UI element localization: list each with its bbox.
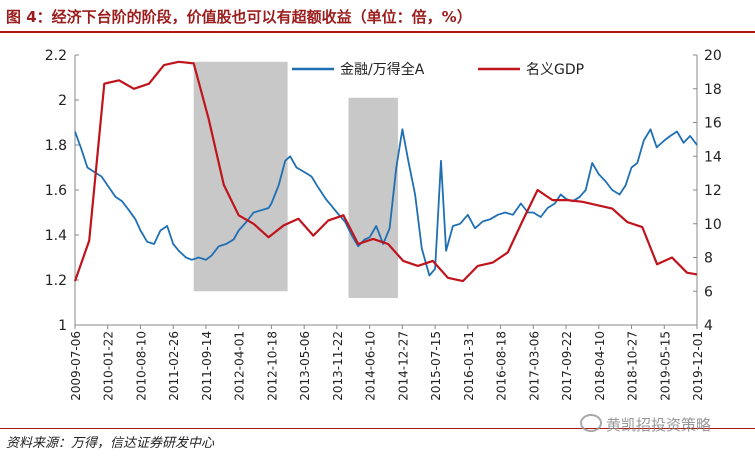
series-line-financial-ratio	[74, 128, 698, 277]
watermark: 黄凯招投资策略	[580, 414, 711, 435]
y-right-tick-label: 20	[704, 48, 722, 64]
x-tick-label: 2009-07-06	[69, 331, 83, 401]
x-tick-label: 2018-10-27	[626, 331, 640, 401]
x-tick-label: 2018-04-10	[593, 331, 607, 401]
y-right-tick-label: 18	[704, 82, 722, 98]
title-bar: 图 4：经济下台阶的阶段，价值股也可以有超额收益（单位：倍，%）	[0, 0, 755, 33]
y-left-tick-label: 1.4	[45, 228, 67, 244]
y-left-tick-label: 1.2	[45, 273, 67, 289]
y-right-tick-label: 14	[704, 149, 722, 165]
x-tick-label: 2010-01-22	[102, 331, 116, 401]
x-tick-label: 2011-09-14	[200, 331, 214, 401]
x-tick-label: 2010-08-10	[134, 331, 148, 401]
y-right-tick-label: 12	[704, 183, 722, 199]
y-right-tick-label: 10	[704, 217, 722, 233]
legend-label-1: 金融/万得全A	[340, 61, 425, 78]
watermark-text: 黄凯招投资策略	[606, 416, 712, 434]
x-tick-label: 2015-07-15	[429, 331, 443, 401]
y-left-tick-label: 2	[58, 93, 67, 109]
y-right-tick-label: 4	[704, 318, 713, 334]
y-left-tick-label: 1	[58, 318, 67, 334]
x-tick-label: 2017-03-06	[527, 331, 541, 401]
x-tick-label: 2016-08-18	[495, 331, 509, 401]
x-tick-label: 2019-12-01	[691, 331, 705, 401]
legend-label-2: 名义GDP	[526, 62, 584, 78]
series-line-gdp	[73, 60, 698, 283]
shaded-period-2	[348, 97, 398, 298]
y-left-tick-label: 1.6	[45, 183, 67, 199]
x-tick-label: 2011-02-26	[167, 331, 181, 401]
title-divider	[0, 31, 755, 33]
y-left-tick-label: 1.8	[45, 138, 67, 154]
legend: 金融/万得全A 名义GDP	[292, 61, 584, 78]
source-note: 资料来源：万得，信达证券研发中心	[6, 436, 215, 451]
series-lines	[73, 60, 698, 283]
x-tick-label: 2012-10-18	[265, 331, 279, 401]
y-right-tick-label: 16	[704, 116, 722, 132]
x-tick-label: 2017-09-22	[560, 331, 574, 401]
y-left-tick-label: 2.2	[45, 48, 67, 64]
chart-area: 1 1.2 1.4 1.6 1.8 2 2.2 4 6 8 10 12 14 16 18 20 2009-07-…	[45, 48, 722, 401]
x-tick-label: 2013-11-22	[331, 331, 345, 401]
x-tick-label: 2013-05-06	[298, 331, 312, 401]
x-tick-label: 2019-05-15	[658, 331, 672, 401]
footer-divider	[0, 428, 755, 429]
x-tick-label: 2014-12-27	[396, 331, 410, 401]
axes: 1 1.2 1.4 1.6 1.8 2 2.2 4 6 8 10 12 14 16 18 20 2009-07-…	[45, 48, 722, 401]
x-tick-label: 2012-04-01	[233, 331, 247, 401]
wechat-icon	[580, 414, 602, 432]
shaded-period-1	[193, 61, 288, 292]
shaded-periods	[193, 61, 398, 298]
x-tick-label: 2014-06-10	[364, 331, 378, 401]
x-tick-label: 2016-01-31	[462, 331, 476, 401]
chart-title: 图 4：经济下台阶的阶段，价值股也可以有超额收益（单位：倍，%）	[6, 8, 472, 26]
y-right-tick-label: 6	[704, 284, 713, 300]
y-right-tick-label: 8	[704, 251, 713, 267]
